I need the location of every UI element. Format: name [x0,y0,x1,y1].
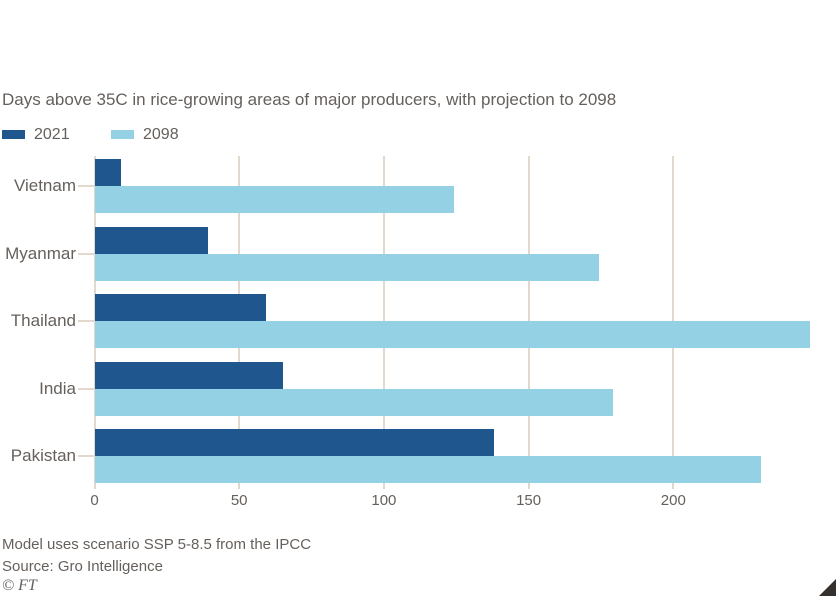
bar-2021-vietnam [95,159,122,186]
bar-2098-india [95,388,614,416]
bar-2021-pakistan [95,429,495,456]
category-label-india: India [39,378,76,398]
corner-triangle-icon [819,579,836,596]
footnote: Model uses scenario SSP 5-8.5 from the I… [2,536,312,553]
category-label-pakistan: Pakistan [10,446,76,465]
y-axis-tick-pakistan [78,455,94,457]
legend-item-2021: 2021 [2,126,70,143]
bar-2021-myanmar [95,226,208,254]
x-tick-label-100: 100 [371,492,397,509]
bar-2098-thailand [95,321,810,348]
y-axis-tick-india [78,387,94,390]
ft-copyright: © FT [2,577,37,594]
legend-swatch-2098 [111,130,134,139]
x-tick-label-0: 0 [90,492,99,509]
y-axis-tick-vietnam [78,185,94,187]
legend-label-2098: 2098 [143,125,179,143]
y-axis-tick-thailand [78,320,94,322]
x-tick-label-200: 200 [660,492,686,509]
x-tick-label-150: 150 [516,492,542,509]
gridline-0 [93,156,96,489]
legend-swatch-2021 [2,130,25,139]
category-label-thailand: Thailand [10,311,76,330]
category-label-vietnam: Vietnam [13,176,76,195]
legend-label-2021: 2021 [34,125,70,143]
source-credit: Source: Gro Intelligence [2,558,163,575]
chart-title: Days above 35C in rice-growing areas of … [2,90,617,109]
bar-2098-vietnam [95,186,454,213]
bar-2021-india [95,361,284,389]
y-axis-tick-myanmar [78,252,94,255]
legend-item-2098: 2098 [111,126,179,143]
x-tick-label-50: 50 [230,492,248,509]
category-label-myanmar: Myanmar [5,243,76,263]
bar-2021-thailand [95,294,266,321]
bar-2098-myanmar [95,253,599,281]
bar-2098-pakistan [95,456,761,483]
